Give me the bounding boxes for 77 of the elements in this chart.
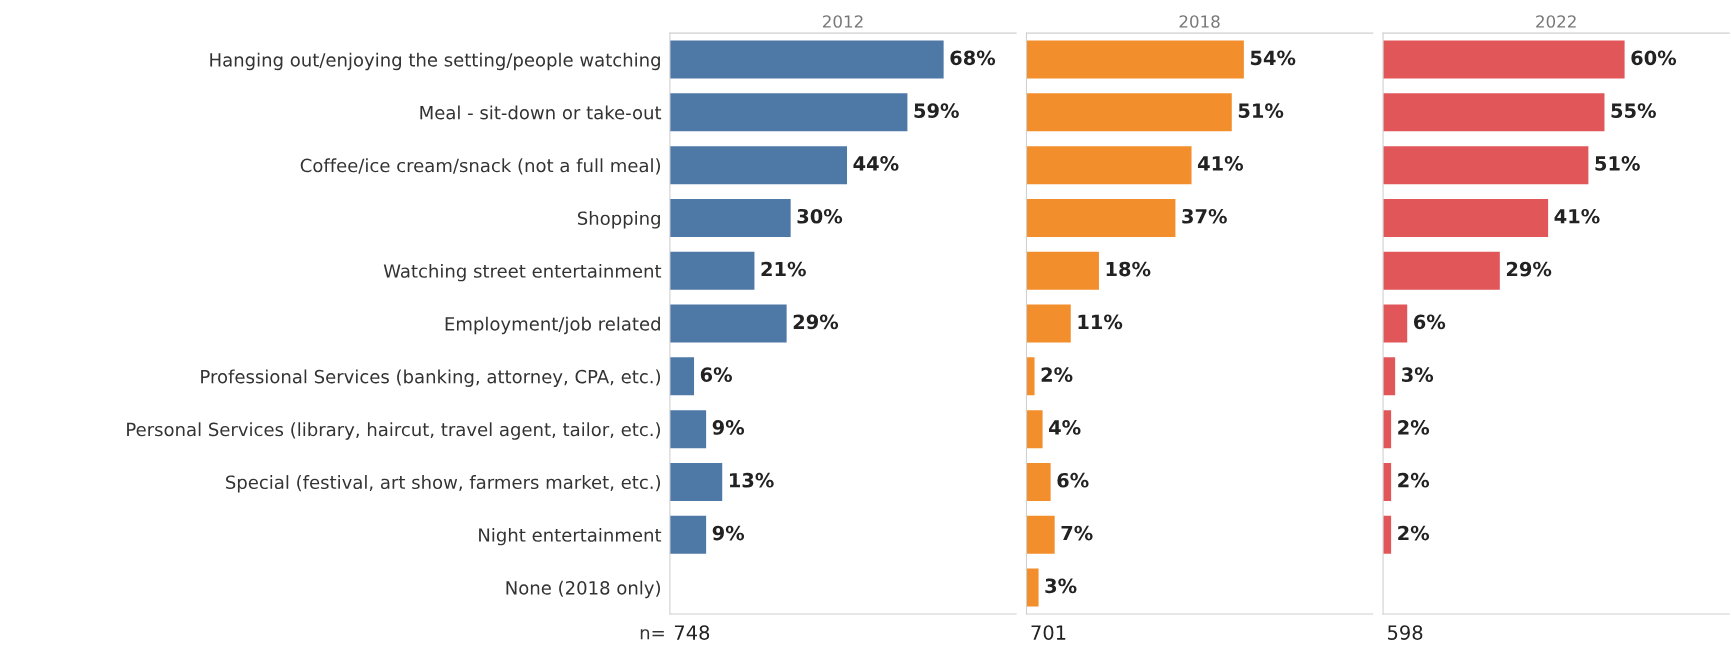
data-label: 2% bbox=[1041, 367, 1073, 382]
bar bbox=[669, 515, 707, 554]
bar bbox=[669, 93, 908, 132]
data-label: 6% bbox=[700, 367, 732, 382]
data-label: 3% bbox=[1045, 578, 1077, 594]
bar bbox=[1026, 515, 1055, 554]
data-label: 37% bbox=[1182, 208, 1227, 224]
data-label: 51% bbox=[1595, 156, 1640, 171]
bar bbox=[1026, 462, 1051, 501]
data-label: 7% bbox=[1061, 525, 1093, 541]
data-label: 11% bbox=[1078, 314, 1123, 330]
y-tick-label: Professional Services (banking, attorney, CPA, etc.) bbox=[201, 369, 661, 387]
data-label: 2% bbox=[1398, 525, 1430, 541]
data-label: 60% bbox=[1631, 50, 1677, 66]
bar bbox=[669, 304, 787, 343]
bar bbox=[669, 146, 848, 185]
data-label: 29% bbox=[1506, 261, 1552, 277]
text: n= bbox=[640, 629, 664, 640]
y-tick-label: Night entertainment bbox=[479, 527, 662, 546]
data-label: 55% bbox=[1611, 103, 1656, 118]
bar bbox=[1383, 93, 1605, 132]
data-label: 4% bbox=[1049, 420, 1081, 435]
data-label: 2% bbox=[1398, 420, 1430, 435]
bar bbox=[1026, 198, 1176, 237]
data-label: 3% bbox=[1402, 367, 1434, 382]
bar bbox=[1026, 146, 1192, 185]
y-tick-label: Shopping bbox=[577, 211, 660, 229]
bar bbox=[1383, 146, 1589, 185]
data-label: 6% bbox=[1057, 472, 1089, 488]
data-label: 6% bbox=[1413, 314, 1446, 330]
y-tick-label: Hanging out/enjoying the setting/people watching bbox=[210, 52, 660, 71]
bar bbox=[669, 251, 755, 290]
y-tick-label: Employment/job related bbox=[445, 316, 660, 335]
data-label: 41% bbox=[1197, 156, 1244, 171]
data-label: 9% bbox=[712, 525, 745, 541]
bar bbox=[1026, 304, 1071, 343]
chart-title: 2022 bbox=[1536, 15, 1576, 28]
bar bbox=[1383, 357, 1396, 396]
data-label: 54% bbox=[1250, 50, 1296, 66]
data-label: 18% bbox=[1106, 261, 1151, 277]
bar bbox=[1383, 40, 1625, 79]
bar bbox=[1026, 568, 1039, 607]
data-label: 21% bbox=[761, 261, 806, 277]
data-label: 41% bbox=[1554, 208, 1600, 224]
text: 598 bbox=[1388, 625, 1423, 640]
data-label: 51% bbox=[1238, 103, 1284, 118]
y-tick-label: Meal - sit-down or take-out bbox=[420, 105, 662, 120]
data-label: 44% bbox=[853, 156, 899, 171]
bar bbox=[1026, 40, 1244, 79]
bar bbox=[669, 410, 707, 449]
data-label: 29% bbox=[793, 314, 839, 330]
bar bbox=[1026, 251, 1099, 290]
y-tick-label: None (2018 only) bbox=[506, 580, 661, 599]
data-label: 9% bbox=[712, 420, 745, 435]
data-label: 2% bbox=[1398, 472, 1430, 488]
y-tick-label: Personal Services (library, haircut, travel agent, tailor, etc.) bbox=[127, 422, 661, 440]
bar bbox=[669, 40, 944, 79]
y-tick-label: Coffee/ice cream/snack (not a full meal) bbox=[300, 158, 661, 175]
bar bbox=[1026, 93, 1232, 132]
bar bbox=[1383, 251, 1500, 290]
bar bbox=[1026, 410, 1043, 449]
chart-title: 2012 bbox=[823, 15, 863, 28]
data-label: 13% bbox=[729, 472, 774, 488]
bar bbox=[1026, 357, 1035, 396]
bar bbox=[1383, 304, 1408, 343]
bar bbox=[669, 198, 791, 237]
bar bbox=[669, 357, 695, 396]
data-label: 30% bbox=[797, 208, 843, 224]
y-tick-label: Special (festival, art show, farmers market, etc.) bbox=[226, 475, 661, 493]
text: 748 bbox=[674, 625, 710, 640]
y-tick-label: Watching street entertainment bbox=[383, 263, 662, 282]
data-label: 68% bbox=[950, 50, 996, 66]
text: 701 bbox=[1031, 625, 1066, 640]
bar bbox=[1383, 198, 1549, 237]
bar bbox=[669, 462, 723, 501]
data-label: 59% bbox=[914, 103, 959, 118]
chart-title: 2018 bbox=[1179, 15, 1220, 28]
